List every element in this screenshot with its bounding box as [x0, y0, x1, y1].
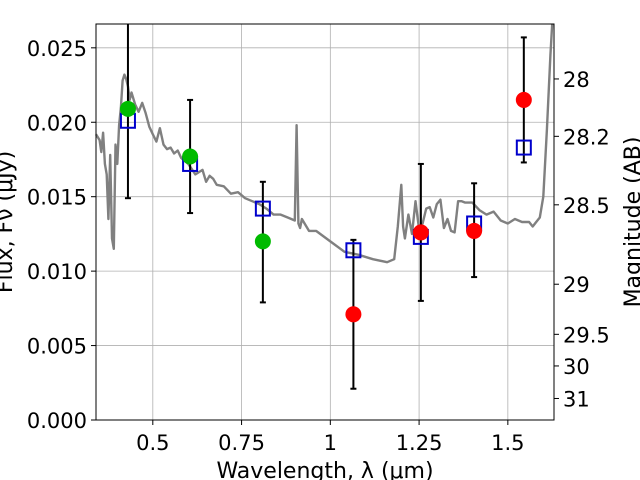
y-tick-label: 0.025	[27, 37, 87, 61]
y2-tick-label: 31	[563, 387, 590, 411]
y2-tick-label: 29.5	[563, 323, 610, 347]
observed-point-circle	[119, 100, 136, 117]
observed-photometry-points	[119, 91, 532, 323]
x-axis-ticks: 0.5 0.75 1 1.25 1.5	[136, 420, 525, 455]
x-tick-label: 0.75	[218, 431, 265, 455]
y2-tick-label: 28.5	[563, 194, 610, 218]
observed-point-circle	[412, 224, 429, 241]
x-tick-label: 1.5	[491, 431, 524, 455]
y2-tick-label: 28.2	[563, 125, 610, 149]
y2-tick-label: 28	[563, 68, 590, 92]
x-tick-label: 1.25	[396, 431, 443, 455]
y2-axis-ticks: 28 28.2 28.5 29 29.5 30 31	[554, 68, 610, 411]
y-tick-label: 0.000	[27, 409, 87, 433]
observed-point-circle	[182, 148, 199, 165]
y2-tick-label: 30	[563, 355, 590, 379]
y-axis-label: Flux, Fν (μJy)	[0, 151, 18, 293]
x-tick-label: 1	[324, 431, 337, 455]
x-axis-label: Wavelength, λ (μm)	[216, 459, 433, 480]
observed-point-circle	[466, 222, 483, 239]
observed-point-circle	[345, 306, 362, 323]
y-tick-label: 0.015	[27, 186, 87, 210]
y2-tick-label: 29	[563, 273, 590, 297]
grid-lines	[96, 24, 554, 421]
y-tick-label: 0.010	[27, 260, 87, 284]
observed-point-circle	[254, 233, 271, 250]
y-axis-ticks: 0.000 0.005 0.010 0.015 0.020 0.025	[27, 37, 96, 433]
model-point-square	[345, 242, 362, 259]
y-tick-label: 0.005	[27, 335, 87, 359]
plot-frame	[95, 23, 555, 421]
observed-point-circle	[515, 91, 532, 108]
y2-axis-label: Magnitude (AB)	[621, 137, 640, 308]
x-tick-label: 0.5	[136, 431, 169, 455]
model-point-square	[515, 139, 532, 156]
model-point-square	[254, 200, 271, 217]
y-tick-label: 0.020	[27, 111, 87, 135]
